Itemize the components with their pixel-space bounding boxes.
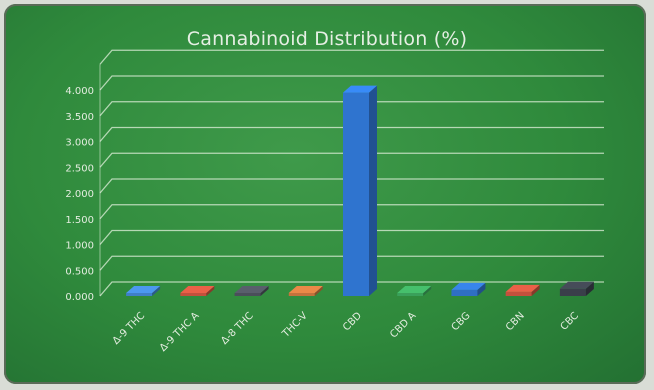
x-tick-label: CBN [504,310,527,333]
bar-2 [234,286,269,296]
x-tick-label: CBC [559,310,581,332]
x-tick-label: Δ-9 THC [111,310,147,346]
y-tick-label: 4.000 [65,86,94,97]
gridline [99,49,604,65]
y-tick-label: 0.500 [65,266,94,277]
x-tick-label: CBD [341,310,364,333]
bar-5 [397,286,432,296]
bar-1 [180,286,215,296]
gridline [99,152,604,168]
gridline [99,101,604,117]
bar-4 [343,85,377,296]
gridline [99,75,604,91]
gridline [99,229,604,245]
bar-3 [288,286,323,296]
x-tick-label: THC-V [280,310,310,340]
x-tick-label: CBG [450,310,473,333]
x-tick-label: Δ-9 THC A [158,310,202,354]
y-tick-label: 1.500 [65,215,94,226]
gridline [99,281,604,297]
gridline [99,255,604,271]
gridline [99,178,604,194]
y-tick-label: 1.000 [65,241,94,252]
gridline [99,204,604,220]
y-tick-label: 2.500 [65,163,94,174]
y-tick-label: 3.500 [65,112,94,123]
y-tick-label: 2.000 [65,189,94,200]
gridline [99,126,604,142]
y-tick-label: 3.000 [65,138,94,149]
bar-8 [559,281,594,296]
bar-6 [451,282,486,296]
chart-title: Cannabinoid Distribution (%) [186,28,468,50]
bar-0 [126,286,161,296]
y-tick-label: 0.000 [65,292,94,303]
bar-7 [505,284,540,296]
chart-card [4,4,646,384]
x-tick-label: Δ-8 THC [219,310,255,346]
x-tick-label: CBD A [388,310,418,340]
